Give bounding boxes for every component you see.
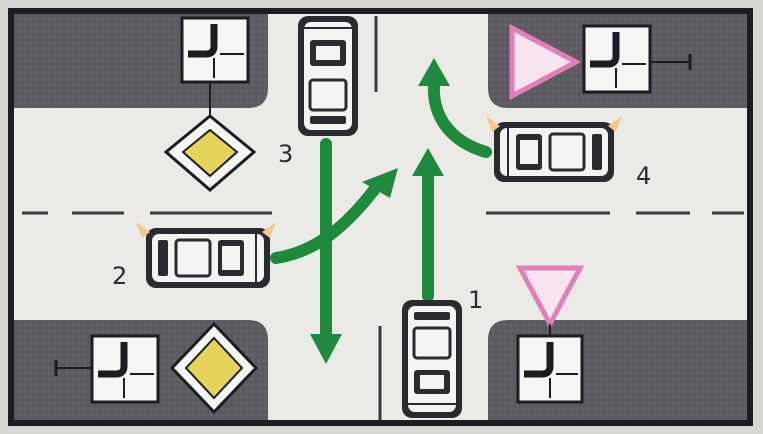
vehicle-2 [136,222,276,288]
yield-sign-top-right [509,23,582,101]
sign-layout-bottom-right [516,334,584,404]
arrow-vehicle-1-straight [412,148,444,302]
car-icon [494,122,614,182]
vehicle-2-number: 2 [112,262,127,290]
turn-signal-icon [136,222,276,238]
yield-sign-icon [509,23,582,101]
vehicle-3 [298,16,358,136]
turn-signal-icon [486,116,622,132]
route-arrow-icon [270,184,380,264]
vehicle-4-number: 4 [636,162,651,190]
vehicle-1-number: 1 [468,286,483,314]
sign-layout-bottom-left [54,334,160,404]
yield-sign-icon [515,265,585,330]
car-icon [146,228,270,288]
arrow-vehicle-4-left-turn [418,58,492,158]
vehicle-1 [402,300,462,418]
sign-layout-top-left [180,16,250,84]
priority-road-sign-bottom-left [169,321,259,415]
vehicle-4 [486,116,622,182]
road-markings [22,16,744,420]
intersection-layout-sign-icon [188,24,218,58]
intersection-layout-sign-icon [524,342,554,378]
car-icon [402,300,462,418]
route-arrows [270,58,492,364]
priority-road-sign-top-left [163,114,257,192]
sign-layout-top-right [582,24,692,94]
arrow-vehicle-2-left-turn [270,168,398,264]
car-icon [298,16,358,136]
yield-sign-bottom-right [515,265,585,330]
intersection-layout-sign-icon [98,342,128,378]
vehicle-3-number: 3 [278,140,293,168]
route-arrow-icon [427,78,492,158]
intersection-layout-sign-icon [590,32,620,68]
